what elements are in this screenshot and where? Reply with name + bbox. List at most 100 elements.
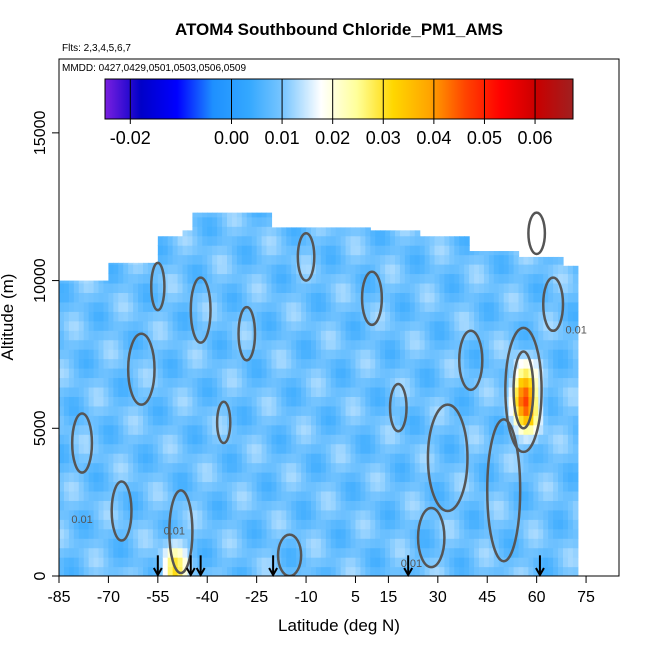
- heat-cell: [276, 339, 282, 350]
- x-axis-label: Latitude (deg N): [278, 616, 400, 635]
- heat-cell: [558, 566, 564, 576]
- heat-cell: [167, 566, 174, 576]
- heat-cell: [439, 490, 446, 501]
- heat-cell: [88, 557, 95, 568]
- heat-cell: [350, 547, 357, 558]
- heat-cell: [261, 292, 268, 303]
- heat-cell: [98, 462, 105, 473]
- heat-cell: [167, 386, 174, 397]
- heat-cell: [424, 236, 431, 246]
- heat-cell: [380, 519, 386, 530]
- heat-cell: [409, 519, 416, 530]
- heat-cell: [469, 254, 475, 265]
- heat-cell: [454, 519, 460, 530]
- heat-cell: [375, 434, 381, 445]
- heat-cell: [414, 566, 421, 576]
- heat-cell: [424, 396, 431, 407]
- heat-cell: [83, 472, 90, 483]
- heat-cell: [123, 509, 129, 520]
- heat-cell: [385, 245, 391, 256]
- heat-cell: [483, 251, 490, 256]
- heat-cell: [365, 377, 371, 388]
- heat-cell: [404, 349, 411, 360]
- y-tick-label: 0: [32, 571, 49, 580]
- heat-cell: [434, 349, 441, 360]
- heat-cell: [78, 424, 85, 435]
- heat-cell: [340, 500, 347, 511]
- heat-cell: [241, 292, 248, 303]
- heat-cell: [118, 396, 124, 407]
- heat-cell: [306, 245, 312, 256]
- heat-cell: [538, 292, 544, 303]
- heat-cell: [375, 453, 381, 464]
- heat-cell: [167, 377, 174, 388]
- heat-cell: [414, 301, 421, 312]
- heat-cell: [207, 273, 213, 284]
- contour-label: 0.01: [401, 558, 422, 570]
- heat-cell: [375, 386, 381, 397]
- heat-cell: [444, 330, 450, 341]
- heat-cell: [172, 245, 179, 256]
- heat-cell: [360, 386, 366, 397]
- heat-cell: [236, 462, 243, 473]
- heat-cell: [518, 339, 525, 350]
- heat-cell: [380, 538, 386, 549]
- heat-cell: [479, 500, 485, 511]
- heat-cell: [83, 453, 90, 464]
- heat-cell: [73, 490, 80, 501]
- heat-cell: [217, 330, 223, 341]
- heat-cell: [197, 415, 203, 426]
- heat-cell: [128, 528, 134, 539]
- heat-cell: [538, 434, 544, 445]
- heat-cell: [167, 481, 174, 492]
- heat-cell: [518, 377, 525, 388]
- heat-cell: [548, 472, 554, 483]
- heat-cell: [414, 235, 421, 246]
- heat-cell: [138, 339, 144, 350]
- heat-cell: [503, 282, 510, 293]
- heat-cell: [182, 415, 189, 426]
- heat-cell: [567, 377, 574, 388]
- heat-cell: [395, 481, 401, 492]
- heat-cell: [187, 424, 194, 435]
- heat-cell: [429, 481, 436, 492]
- heat-cell: [192, 500, 198, 511]
- heat-cell: [345, 443, 352, 454]
- heat-cell: [286, 490, 292, 501]
- heat-cell: [330, 481, 337, 492]
- heat-cell: [365, 349, 371, 360]
- heat-cell: [172, 472, 179, 483]
- heat-cell: [59, 528, 65, 539]
- heat-cell: [83, 280, 90, 284]
- heat-cell: [345, 227, 352, 237]
- heat-cell: [553, 396, 559, 407]
- heat-cell: [459, 462, 465, 473]
- heat-cell: [271, 424, 278, 435]
- heat-cell: [93, 519, 100, 530]
- heat-cell: [143, 311, 149, 322]
- heat-cell: [271, 462, 278, 473]
- heat-cell: [212, 358, 218, 369]
- heat-cell: [266, 396, 273, 407]
- heat-cell: [207, 490, 213, 501]
- heat-cell: [172, 358, 179, 369]
- heat-cell: [385, 358, 391, 369]
- heat-cell: [227, 566, 233, 576]
- heat-cell: [439, 481, 446, 492]
- heat-cell: [108, 566, 114, 576]
- heat-cell: [380, 254, 386, 265]
- heat-cell: [567, 424, 574, 435]
- heat-cell: [276, 282, 282, 293]
- heat-cell: [157, 405, 164, 416]
- heat-cell: [355, 273, 362, 284]
- heat-cell: [311, 528, 317, 539]
- heat-cell: [488, 368, 495, 379]
- heat-cell: [113, 292, 119, 303]
- heat-cell: [414, 368, 421, 379]
- heat-cell: [419, 500, 426, 511]
- heat-cell: [197, 462, 203, 473]
- heat-cell: [513, 330, 520, 341]
- contour-ring: [360, 270, 384, 327]
- heat-cell: [543, 490, 549, 501]
- heat-cell: [444, 377, 450, 388]
